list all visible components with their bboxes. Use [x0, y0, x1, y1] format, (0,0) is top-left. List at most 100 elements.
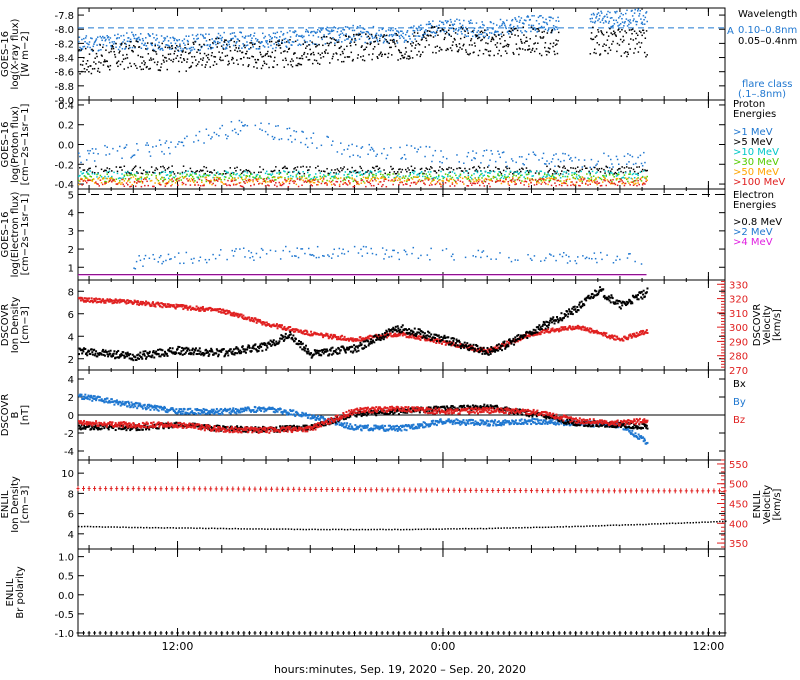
data-point [467, 151, 470, 154]
data-point [366, 252, 369, 255]
data-point [280, 176, 283, 178]
data-point [360, 46, 363, 48]
data-point [225, 46, 227, 49]
data-point [100, 299, 103, 302]
data-point [286, 127, 288, 130]
data-point [120, 35, 122, 37]
data-point [313, 30, 315, 33]
data-point [483, 150, 486, 152]
data-point [241, 51, 244, 54]
data-point [224, 39, 226, 41]
data-point [116, 183, 119, 185]
data-point [158, 173, 161, 176]
data-point [516, 171, 519, 173]
data-point [593, 51, 595, 54]
data-point [221, 174, 224, 176]
data-point [238, 182, 241, 184]
data-point [479, 179, 481, 181]
data-point [573, 172, 576, 174]
data-point [633, 12, 636, 14]
data-point [378, 37, 381, 40]
data-point [197, 176, 200, 179]
data-point [324, 175, 326, 177]
data-point [113, 50, 115, 53]
data-point [490, 149, 492, 152]
data-point [342, 179, 344, 182]
data-point [551, 29, 554, 31]
data-point [644, 169, 646, 171]
data-point [167, 40, 170, 42]
data-point [155, 51, 157, 53]
data-point [197, 177, 200, 180]
data-point [409, 173, 412, 175]
data-point [434, 339, 437, 342]
data-point [558, 180, 561, 182]
data-point [482, 175, 484, 177]
data-point [98, 71, 101, 73]
data-point [347, 176, 350, 178]
data-point [337, 255, 339, 257]
data-point [123, 180, 126, 182]
data-point [312, 132, 315, 134]
data-point [224, 183, 227, 185]
data-point [558, 166, 561, 168]
data-point [645, 177, 647, 179]
data-point [140, 172, 143, 175]
data-point [296, 247, 299, 249]
data-point [301, 184, 303, 187]
data-point [258, 47, 261, 50]
data-point [343, 174, 345, 176]
data-point [301, 36, 304, 39]
data-point [530, 24, 533, 27]
data-point [341, 153, 343, 155]
data-point [367, 35, 370, 38]
data-point [557, 20, 560, 22]
data-point [478, 49, 481, 52]
data-point [219, 307, 222, 310]
data-point [311, 180, 314, 182]
data-point [584, 183, 587, 186]
data-point [163, 176, 165, 179]
data-point [237, 63, 239, 66]
data-point [436, 177, 439, 180]
data-point [347, 56, 349, 58]
data-point [600, 31, 603, 34]
data-point [428, 184, 431, 187]
data-point [400, 51, 402, 54]
data-point [611, 168, 613, 170]
data-point [590, 32, 593, 34]
data-point [236, 50, 239, 53]
data-point [324, 334, 327, 337]
data-point [83, 300, 86, 303]
data-point [506, 19, 508, 22]
data-point [245, 169, 247, 171]
data-point [427, 171, 430, 173]
data-point [413, 30, 416, 32]
data-point [229, 40, 231, 42]
data-point [95, 301, 98, 304]
data-point [418, 175, 421, 177]
data-point [165, 174, 168, 176]
data-point [277, 41, 279, 43]
data-point [536, 27, 538, 30]
data-point [128, 40, 131, 43]
data-point [596, 13, 599, 15]
xray-legend-long: 0.05–0.4nm [738, 36, 797, 47]
data-point [538, 178, 540, 181]
data-point [178, 141, 180, 143]
data-point [505, 170, 507, 173]
data-point [368, 33, 371, 35]
data-point [510, 158, 513, 160]
data-point [204, 172, 206, 175]
data-point [543, 259, 546, 262]
data-point [291, 255, 293, 257]
data-point [584, 167, 587, 169]
data-point [349, 182, 351, 184]
data-point [234, 44, 237, 47]
data-point [484, 170, 487, 173]
data-point [147, 144, 149, 146]
data-point [124, 42, 126, 45]
data-point [630, 29, 633, 31]
data-point [589, 172, 592, 175]
data-point [268, 177, 270, 180]
